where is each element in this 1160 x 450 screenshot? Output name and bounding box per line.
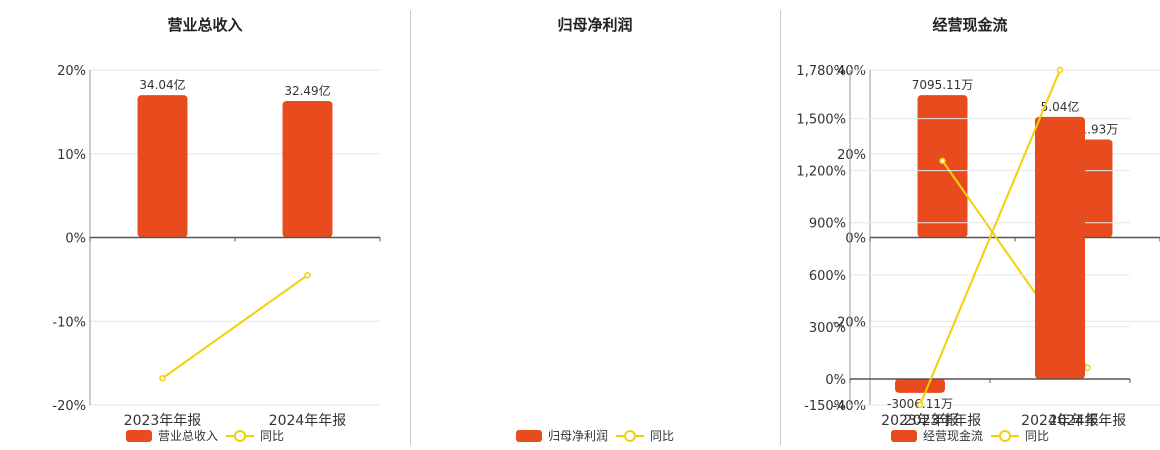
bar <box>895 378 945 393</box>
legend-bar-swatch <box>125 429 152 442</box>
legend-line-label: 同比 <box>1025 429 1050 443</box>
legend-bar-swatch <box>515 429 542 442</box>
ratio-line <box>919 69 1061 406</box>
y-tick-label: 1,200% <box>796 165 846 180</box>
chart-title: 经营现金流 <box>932 16 1008 34</box>
y-tick-label: 600% <box>809 269 846 284</box>
y-tick-label: 20% <box>837 148 866 163</box>
ratio-point <box>916 401 924 409</box>
cash-flow-chart-panel: 经营现金流 1,780% 1,500% 1,200% 900% 600% 300% 0% -1… <box>780 0 1160 450</box>
bar <box>917 95 968 238</box>
panel-divider <box>780 10 781 445</box>
panel-divider <box>410 10 411 445</box>
legend-bar-label: 归母净利润 <box>547 429 608 443</box>
bar-value-label: 34.04亿 <box>139 77 185 92</box>
y-tick-label: -150% <box>804 399 846 414</box>
ratio-line <box>161 274 309 380</box>
legend-item-bar[interactable]: 营业总收入 <box>125 427 218 444</box>
y-tick-label: 1,500% <box>796 113 846 128</box>
y-tick-label: 10% <box>57 148 86 163</box>
ratio-point <box>1056 66 1064 74</box>
y-tick-label: 40% <box>837 64 866 79</box>
legend-line-swatch <box>226 429 254 442</box>
y-tick-label: 0% <box>65 232 86 247</box>
legend-line-label: 同比 <box>260 429 285 443</box>
y-tick-label: 900% <box>809 217 846 232</box>
x-category-label: 2024年年报 <box>1049 413 1127 429</box>
chart-legend: 经营现金流 同比 <box>780 427 1160 444</box>
chart-title: 归母净利润 <box>557 16 633 34</box>
legend-item-bar[interactable]: 经营现金流 <box>890 427 983 444</box>
y-tick-label: -40% <box>832 399 866 414</box>
x-category-label: 2023年年报 <box>124 413 202 429</box>
x-category-label: 2024年年报 <box>1021 413 1099 429</box>
y-tick-label: 300% <box>809 321 846 336</box>
y-tick-label: -10% <box>52 315 86 330</box>
legend-line-swatch <box>616 429 644 442</box>
ratio-point <box>159 374 166 382</box>
chart-title: 营业总收入 <box>167 16 243 34</box>
net-profit-chart-panel: 归母净利润 40% 20% 0% -20% -40% 7095.11万 4891.93万 20… <box>410 0 1160 450</box>
y-tick-label: 20% <box>57 64 86 79</box>
bar-value-label: 32.49亿 <box>284 83 330 98</box>
revenue-chart: 20% 10% 0% -10% -20% 34.04亿 32.49亿 2023年年报 2024年… <box>52 64 381 429</box>
legend-line-swatch <box>991 429 1019 442</box>
revenue-chart-panel: 营业总收入 20% 10% 0% -10% -20% 34.04亿 32.49亿 2023年年… <box>0 0 410 450</box>
bar <box>1035 116 1085 379</box>
ratio-point <box>939 157 946 165</box>
legend-bar-label: 经营现金流 <box>922 429 983 443</box>
bar <box>137 95 188 238</box>
legend-item-line[interactable]: 同比 <box>616 427 674 444</box>
chart-legend: 营业总收入 同比 <box>0 427 410 444</box>
y-tick-label: -20% <box>52 399 86 414</box>
y-tick-label: 1,780% <box>796 64 846 79</box>
legend-bar-swatch <box>890 429 917 442</box>
bar <box>282 100 333 238</box>
y-tick-label: 0% <box>825 373 846 388</box>
x-category-label: 2023年年报 <box>881 413 959 429</box>
legend-bar-label: 营业总收入 <box>157 429 218 443</box>
x-category-label: 2024年年报 <box>269 413 347 429</box>
y-tick-label: 0% <box>845 232 866 247</box>
legend-item-line[interactable]: 同比 <box>991 427 1049 444</box>
legend-item-bar[interactable]: 归母净利润 <box>515 427 608 444</box>
ratio-point <box>304 271 311 279</box>
chart-legend: 归母净利润 同比 <box>410 427 780 444</box>
bar-value-label: 5.04亿 <box>1041 99 1080 114</box>
cash-flow-chart: 1,780%1,500%1,200%900%600%300%0%-150%-30… <box>796 64 1131 429</box>
legend-item-line[interactable]: 同比 <box>226 427 284 444</box>
bar-value-label: 7095.11万 <box>912 78 974 92</box>
x-category-label: 2023年年报 <box>904 413 982 429</box>
legend-line-label: 同比 <box>650 429 675 443</box>
